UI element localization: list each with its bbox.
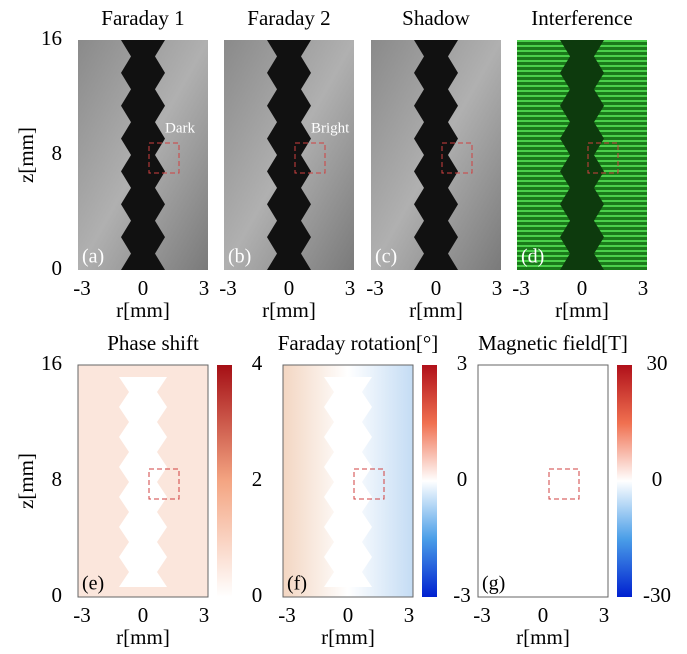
x-tick-label: 3 xyxy=(199,603,210,627)
electrode xyxy=(267,40,311,270)
x-axis-label: r[mm] xyxy=(516,625,570,649)
roi-box xyxy=(148,142,180,174)
electrode xyxy=(560,40,604,270)
colorbar xyxy=(422,365,437,597)
x-axis-label: r[mm] xyxy=(555,298,609,322)
colorbar-tick-label: 4 xyxy=(252,351,263,375)
colorbar-tick-label: -3 xyxy=(453,583,471,607)
x-tick-label: 3 xyxy=(199,276,210,300)
roi-box xyxy=(294,142,326,174)
x-tick-label: 3 xyxy=(599,603,610,627)
x-axis-label: r[mm] xyxy=(409,298,463,322)
roi-box xyxy=(148,468,180,500)
x-tick-label: 3 xyxy=(492,276,503,300)
electrode xyxy=(119,377,167,587)
electrode xyxy=(324,377,372,587)
panel-title: Shadow xyxy=(402,6,471,30)
roi-box xyxy=(441,142,473,174)
annotation: Bright xyxy=(311,120,350,136)
panel-label: (e) xyxy=(82,573,104,595)
annotation: Dark xyxy=(165,120,195,136)
panel-title: Phase shift xyxy=(107,331,199,355)
panel-label: (g) xyxy=(482,573,505,595)
x-tick-label: -3 xyxy=(366,276,384,300)
x-tick-label: -3 xyxy=(219,276,237,300)
x-tick-label: 3 xyxy=(404,603,415,627)
x-axis-label: r[mm] xyxy=(116,298,170,322)
x-axis-label: r[mm] xyxy=(116,625,170,649)
y-axis-label: z[mm] xyxy=(14,127,38,183)
x-tick-label: 0 xyxy=(343,603,354,627)
x-axis-label: r[mm] xyxy=(262,298,316,322)
colorbar-tick-label: 0 xyxy=(457,467,468,491)
x-tick-label: 0 xyxy=(577,276,588,300)
colorbar xyxy=(217,365,232,597)
panel-title: Faraday rotation[°] xyxy=(278,331,439,355)
panel-label: (a) xyxy=(82,246,104,268)
x-tick-label: 3 xyxy=(638,276,649,300)
x-tick-label: -3 xyxy=(278,603,296,627)
colorbar xyxy=(617,365,632,597)
panel-title: Magnetic field[T] xyxy=(478,331,628,355)
y-axis-label: z[mm] xyxy=(14,453,38,509)
panel-label: (f) xyxy=(287,573,307,595)
panel-label: (d) xyxy=(521,246,544,268)
x-tick-label: -3 xyxy=(473,603,491,627)
y-tick-label: 0 xyxy=(52,256,63,280)
x-tick-label: -3 xyxy=(73,603,91,627)
x-tick-label: 0 xyxy=(284,276,295,300)
panel-title: Faraday 1 xyxy=(101,6,184,30)
colorbar-tick-label: 0 xyxy=(652,467,663,491)
electrode xyxy=(121,40,165,270)
x-tick-label: 3 xyxy=(345,276,356,300)
y-tick-label: 16 xyxy=(41,351,62,375)
y-tick-label: 0 xyxy=(52,583,63,607)
colorbar-tick-label: -30 xyxy=(643,583,671,607)
y-tick-label: 16 xyxy=(41,26,62,50)
x-tick-label: 0 xyxy=(138,603,149,627)
x-tick-label: 0 xyxy=(431,276,442,300)
y-tick-label: 8 xyxy=(52,467,63,491)
roi-box xyxy=(548,468,580,500)
x-tick-label: -3 xyxy=(73,276,91,300)
x-tick-label: 0 xyxy=(538,603,549,627)
roi-box xyxy=(353,468,385,500)
colorbar-tick-label: 0 xyxy=(252,583,263,607)
roi-box xyxy=(587,142,619,174)
x-tick-label: -3 xyxy=(512,276,530,300)
panel-title: Faraday 2 xyxy=(247,6,330,30)
electrode xyxy=(414,40,458,270)
x-axis-label: r[mm] xyxy=(321,625,375,649)
colorbar-tick-label: 3 xyxy=(457,351,468,375)
x-tick-label: 0 xyxy=(138,276,149,300)
panel-title: Interference xyxy=(531,6,632,30)
panel-label: (c) xyxy=(375,246,397,268)
panel-label: (b) xyxy=(228,246,251,268)
electrode xyxy=(519,377,567,587)
y-tick-label: 8 xyxy=(52,141,63,165)
colorbar-tick-label: 2 xyxy=(252,467,263,491)
colorbar-tick-label: 30 xyxy=(647,351,668,375)
